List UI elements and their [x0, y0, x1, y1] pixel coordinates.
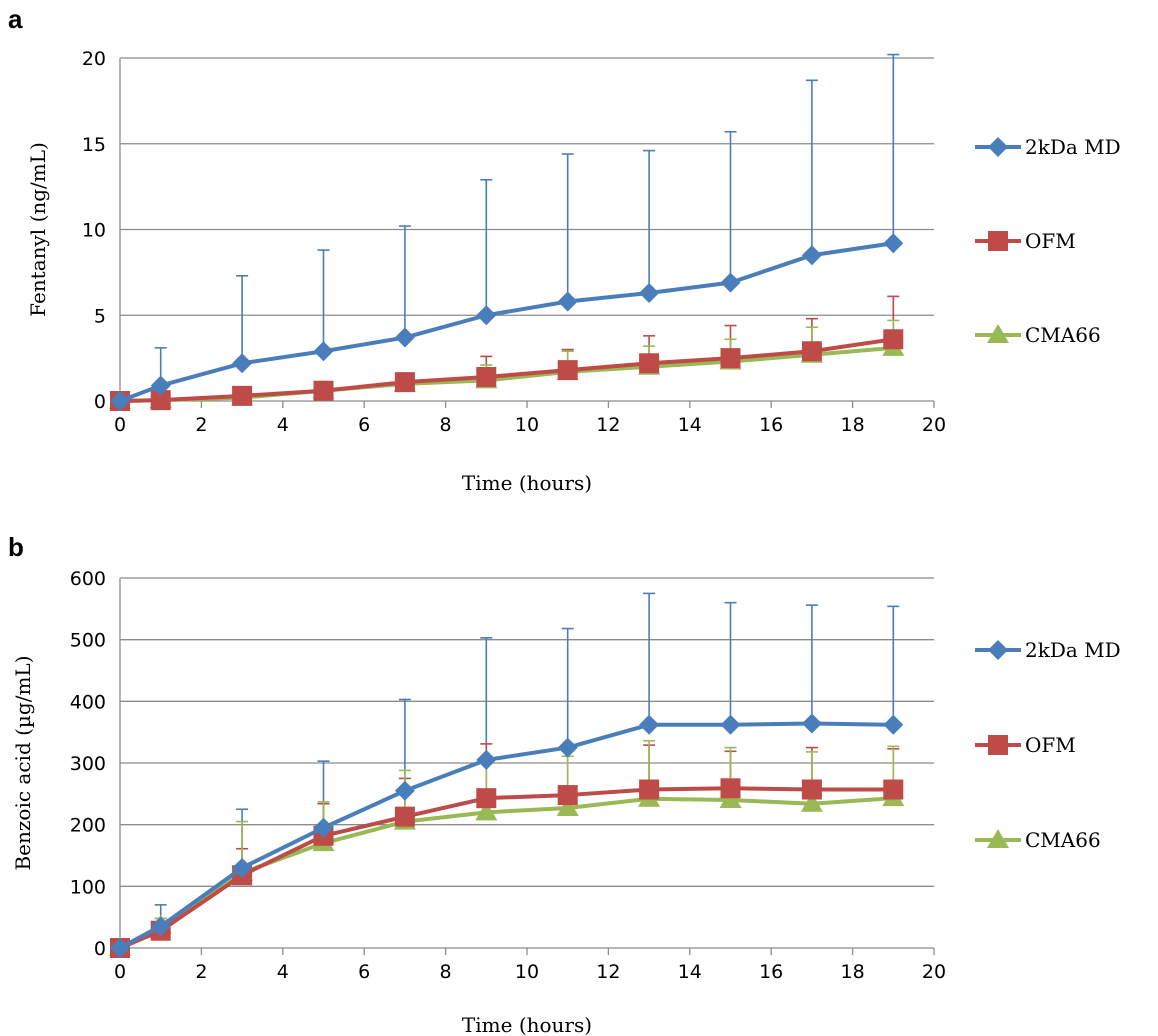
legend-label-ofm: OFM — [1025, 229, 1076, 253]
x-tick-label-4: 4 — [277, 414, 289, 436]
x-tick-label-14: 14 — [678, 961, 702, 983]
point-2kda-md-9 — [476, 305, 497, 326]
point-2kda-md-19 — [883, 233, 904, 254]
point-2kda-md-19 — [883, 714, 904, 735]
x-axis-title: Time (hours) — [462, 471, 592, 495]
point-ofm-11 — [557, 360, 578, 381]
x-tick-label-0: 0 — [114, 414, 126, 436]
panel-label-b: b — [8, 532, 24, 562]
series-line-2kda-md — [119, 721, 894, 950]
point-cma66-15 — [719, 789, 742, 808]
y-tick-label-15: 15 — [82, 134, 106, 156]
point-ofm-5 — [313, 380, 334, 401]
point-cma66-17 — [800, 792, 823, 812]
point-ofm-15 — [720, 348, 741, 369]
x-tick-label-6: 6 — [358, 414, 370, 436]
y-tick-label-200: 200 — [70, 815, 106, 837]
x-tick-label-20: 20 — [922, 961, 946, 983]
point-ofm-19 — [883, 779, 904, 800]
y-tick-label-600: 600 — [70, 568, 106, 590]
point-ofm-3 — [232, 385, 253, 406]
point-2kda-md-11 — [557, 737, 578, 758]
point-ofm-11 — [557, 785, 578, 806]
legend-marker-ofm — [988, 735, 1008, 755]
y-axis-title: Fentanyl (ng/mL) — [26, 142, 50, 317]
legend-marker-ofm — [988, 231, 1008, 251]
y-tick-label-5: 5 — [94, 305, 106, 327]
point-2kda-md-15 — [720, 272, 741, 293]
x-tick-label-12: 12 — [596, 414, 620, 436]
panel-label-a: a — [8, 4, 23, 34]
point-2kda-md-11 — [557, 291, 578, 312]
y-tick-label-10: 10 — [82, 220, 106, 242]
point-2kda-md-5 — [313, 817, 334, 838]
point-2kda-md-0 — [110, 938, 130, 958]
x-tick-label-10: 10 — [515, 961, 539, 983]
point-cma66-9 — [475, 801, 498, 821]
point-ofm-17 — [801, 341, 822, 362]
point-ofm-9 — [476, 366, 497, 387]
point-ofm-15 — [720, 778, 741, 799]
y-tick-label-0: 0 — [94, 391, 106, 413]
point-2kda-md-9 — [476, 749, 497, 770]
x-tick-label-16: 16 — [759, 961, 783, 983]
point-ofm-9 — [476, 788, 497, 809]
legend-marker-cma66 — [987, 829, 1009, 848]
point-2kda-md-7 — [394, 327, 415, 348]
x-tick-label-10: 10 — [515, 414, 539, 436]
y-tick-label-0: 0 — [94, 938, 106, 960]
x-tick-label-14: 14 — [678, 414, 702, 436]
x-tick-label-18: 18 — [841, 414, 865, 436]
chart-b: 0 100 200 300 400 500 600 0 2 4 6 8 10 12 14 16 18 20 Time… — [11, 568, 1121, 1036]
x-tick-label-4: 4 — [277, 961, 289, 983]
y-tick-label-300: 300 — [70, 753, 106, 775]
x-tick-label-20: 20 — [922, 414, 946, 436]
point-ofm-7 — [394, 372, 415, 393]
point-2kda-md-3 — [232, 857, 253, 878]
point-ofm-1 — [150, 390, 171, 411]
x-tick-label-16: 16 — [759, 414, 783, 436]
x-axis-title: Time (hours) — [462, 1013, 592, 1036]
point-ofm-19 — [883, 329, 904, 350]
y-tick-label-20: 20 — [82, 48, 106, 70]
legend-marker-2kda-md — [988, 640, 1008, 660]
x-tick-label-6: 6 — [358, 961, 370, 983]
y-tick-label-500: 500 — [70, 630, 106, 652]
x-tick-label-2: 2 — [195, 961, 207, 983]
point-2kda-md-1 — [150, 375, 171, 396]
x-tick-label-8: 8 — [440, 414, 452, 436]
legend-label-2kda-md: 2kDa MD — [1025, 638, 1121, 662]
point-ofm-7 — [394, 806, 415, 827]
point-2kda-md-13 — [639, 282, 660, 303]
point-2kda-md-13 — [639, 714, 660, 735]
x-tick-label-2: 2 — [195, 414, 207, 436]
legend-marker-2kda-md — [988, 137, 1008, 157]
point-2kda-md-1 — [150, 916, 171, 937]
point-cma66-11 — [556, 797, 579, 817]
x-tick-label-0: 0 — [114, 961, 126, 983]
legend-label-cma66: CMA66 — [1025, 828, 1101, 852]
legend-label-ofm: OFM — [1025, 733, 1076, 757]
point-2kda-md-7 — [394, 780, 415, 801]
legend-label-2kda-md: 2kDa MD — [1025, 135, 1121, 159]
legend-marker-cma66 — [987, 324, 1009, 343]
point-ofm-13 — [639, 353, 660, 374]
point-2kda-md-3 — [232, 353, 253, 374]
point-ofm-13 — [639, 779, 660, 800]
point-2kda-md-0 — [110, 391, 130, 411]
y-tick-label-400: 400 — [70, 691, 106, 713]
legend-label-cma66: CMA66 — [1025, 323, 1101, 347]
point-ofm-17 — [801, 779, 822, 800]
point-2kda-md-17 — [801, 245, 822, 266]
x-tick-label-18: 18 — [841, 961, 865, 983]
chart-a: 0 5 10 15 20 0 2 4 6 8 10 12 14 16 18 20 Time (hours) Fen… — [26, 48, 1121, 495]
x-tick-label-12: 12 — [596, 961, 620, 983]
point-2kda-md-17 — [801, 713, 822, 734]
y-tick-label-100: 100 — [70, 876, 106, 898]
point-2kda-md-5 — [313, 341, 334, 362]
point-2kda-md-15 — [720, 714, 741, 735]
y-axis-title: Benzoic acid (µg/mL) — [11, 655, 35, 870]
x-tick-label-8: 8 — [440, 961, 452, 983]
